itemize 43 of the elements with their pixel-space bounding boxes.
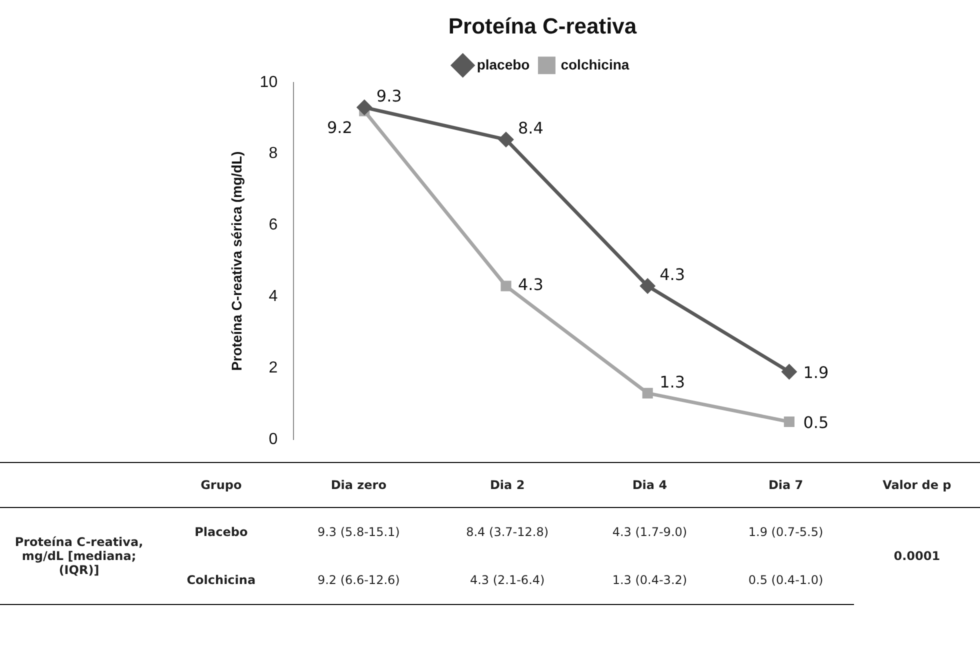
legend-label: colchicina: [560, 56, 630, 72]
text: Placebo: [194, 524, 249, 541]
y-axis-title: Proteína C-reativa sérica (mg/dL): [228, 151, 244, 371]
point: [642, 388, 653, 398]
data-label: 9.3: [376, 86, 402, 106]
legend-label: placebo: [476, 56, 530, 72]
data-label: 1.3: [660, 372, 686, 392]
data-label: 9.2: [326, 118, 352, 138]
point: [498, 132, 514, 147]
y-tick-label: 8: [268, 145, 278, 162]
text: 8.4 (3.7-12.8): [465, 524, 550, 541]
text: Valor de p: [854, 462, 980, 508]
text: Dia zero: [284, 462, 433, 508]
y-tick-label: 4: [268, 288, 278, 306]
chart-title: Proteína C-reativa: [448, 13, 638, 38]
point: [784, 416, 794, 428]
data-label: 0.5: [803, 412, 829, 432]
data-label: 1.9: [803, 362, 829, 382]
text: Colchicina: [158, 556, 284, 604]
text: Dia 7: [718, 462, 854, 508]
text: Grupo: [158, 462, 284, 508]
data-label: 4.3: [660, 265, 686, 284]
text: 1.3 (0.4-3.2): [582, 556, 718, 604]
text: 0.0001: [892, 548, 942, 566]
text: 0.5 (0.4-1.0): [718, 556, 854, 604]
y-tick-label: 0: [268, 431, 278, 448]
text: 4.3 (1.7-9.0): [611, 524, 688, 541]
text: Dia 4: [582, 462, 718, 508]
text: 9.3 (5.8-15.1): [316, 524, 401, 541]
text: 4.3 (2.1-6.4): [432, 556, 582, 604]
text: 9.2 (6.6-12.6): [284, 556, 433, 604]
data-label: 8.4: [518, 118, 544, 138]
point: [640, 278, 655, 294]
data-label: 4.3: [518, 275, 544, 294]
point: [782, 364, 796, 379]
text: 1.9 (0.7-5.5): [747, 524, 824, 541]
text: Proteína C-reativa, mg/dL [mediana; (IQR)]: [0, 508, 158, 604]
point: [357, 100, 372, 115]
y-tick-label: 6: [268, 216, 278, 234]
y-tick-label: 10: [260, 74, 278, 91]
y-tick-label: 2: [268, 360, 278, 377]
text: Dia 2: [432, 462, 582, 508]
point: [500, 280, 512, 292]
